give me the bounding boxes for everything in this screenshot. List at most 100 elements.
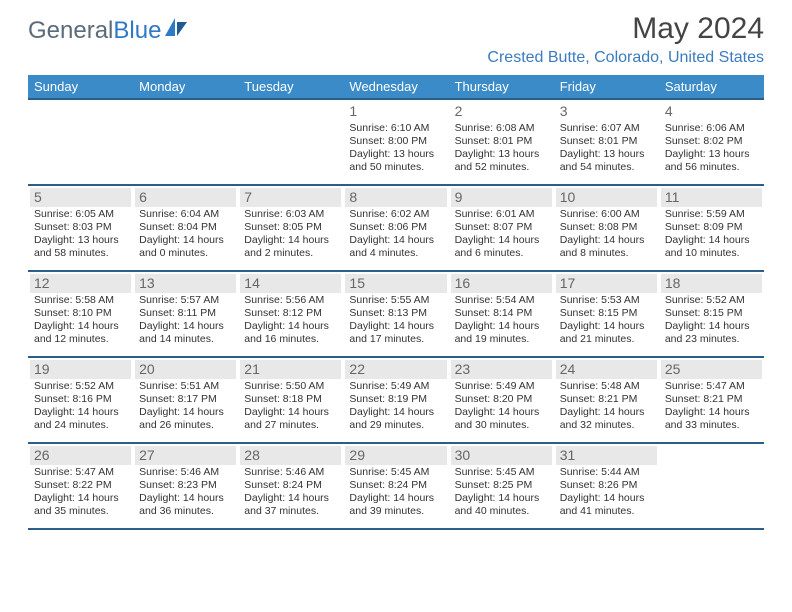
day-number: 12 <box>30 274 131 293</box>
day-number: 16 <box>451 274 552 293</box>
day-number: 6 <box>135 188 236 207</box>
day-info: Sunrise: 5:53 AMSunset: 8:15 PMDaylight:… <box>556 293 657 347</box>
location-text: Crested Butte, Colorado, United States <box>487 49 764 67</box>
weekday-header: Thursday <box>449 75 554 99</box>
calendar-week-row: 12Sunrise: 5:58 AMSunset: 8:10 PMDayligh… <box>28 271 764 357</box>
brand-text-blue: Blue <box>113 17 161 45</box>
day-info: Sunrise: 5:44 AMSunset: 8:26 PMDaylight:… <box>556 465 657 519</box>
day-number: 21 <box>240 360 341 379</box>
weekday-header: Wednesday <box>343 75 448 99</box>
calendar-day-cell: 7Sunrise: 6:03 AMSunset: 8:05 PMDaylight… <box>238 185 343 271</box>
day-info: Sunrise: 5:50 AMSunset: 8:18 PMDaylight:… <box>240 379 341 433</box>
day-number: 18 <box>661 274 762 293</box>
calendar-day-cell: 18Sunrise: 5:52 AMSunset: 8:15 PMDayligh… <box>659 271 764 357</box>
day-info: Sunrise: 5:54 AMSunset: 8:14 PMDaylight:… <box>451 293 552 347</box>
day-info: Sunrise: 5:47 AMSunset: 8:21 PMDaylight:… <box>661 379 762 433</box>
weekday-header: Saturday <box>659 75 764 99</box>
calendar-day-cell: 21Sunrise: 5:50 AMSunset: 8:18 PMDayligh… <box>238 357 343 443</box>
day-info: Sunrise: 5:46 AMSunset: 8:24 PMDaylight:… <box>240 465 341 519</box>
day-number: 30 <box>451 446 552 465</box>
day-info: Sunrise: 6:00 AMSunset: 8:08 PMDaylight:… <box>556 207 657 261</box>
day-number: 15 <box>345 274 446 293</box>
calendar-day-cell: 24Sunrise: 5:48 AMSunset: 8:21 PMDayligh… <box>554 357 659 443</box>
day-number: 8 <box>345 188 446 207</box>
calendar-page: GeneralBlue May 2024 Crested Butte, Colo… <box>0 0 792 550</box>
calendar-day-cell: 8Sunrise: 6:02 AMSunset: 8:06 PMDaylight… <box>343 185 448 271</box>
day-number: 14 <box>240 274 341 293</box>
day-info: Sunrise: 6:07 AMSunset: 8:01 PMDaylight:… <box>556 121 657 175</box>
day-info: Sunrise: 5:45 AMSunset: 8:24 PMDaylight:… <box>345 465 446 519</box>
day-info: Sunrise: 5:56 AMSunset: 8:12 PMDaylight:… <box>240 293 341 347</box>
day-number: 31 <box>556 446 657 465</box>
calendar-day-cell: 20Sunrise: 5:51 AMSunset: 8:17 PMDayligh… <box>133 357 238 443</box>
calendar-day-cell: 10Sunrise: 6:00 AMSunset: 8:08 PMDayligh… <box>554 185 659 271</box>
day-info: Sunrise: 6:08 AMSunset: 8:01 PMDaylight:… <box>451 121 552 175</box>
day-number: 28 <box>240 446 341 465</box>
day-number: 19 <box>30 360 131 379</box>
day-info: Sunrise: 5:59 AMSunset: 8:09 PMDaylight:… <box>661 207 762 261</box>
day-info: Sunrise: 5:49 AMSunset: 8:19 PMDaylight:… <box>345 379 446 433</box>
day-info: Sunrise: 5:49 AMSunset: 8:20 PMDaylight:… <box>451 379 552 433</box>
calendar-day-cell: 15Sunrise: 5:55 AMSunset: 8:13 PMDayligh… <box>343 271 448 357</box>
day-number: 7 <box>240 188 341 207</box>
sail-icon <box>163 16 189 45</box>
day-info: Sunrise: 5:52 AMSunset: 8:15 PMDaylight:… <box>661 293 762 347</box>
day-info: Sunrise: 5:48 AMSunset: 8:21 PMDaylight:… <box>556 379 657 433</box>
calendar-head: SundayMondayTuesdayWednesdayThursdayFrid… <box>28 75 764 99</box>
day-info: Sunrise: 5:52 AMSunset: 8:16 PMDaylight:… <box>30 379 131 433</box>
calendar-week-row: 1Sunrise: 6:10 AMSunset: 8:00 PMDaylight… <box>28 99 764 185</box>
calendar-day-cell: 6Sunrise: 6:04 AMSunset: 8:04 PMDaylight… <box>133 185 238 271</box>
calendar-day-cell: 16Sunrise: 5:54 AMSunset: 8:14 PMDayligh… <box>449 271 554 357</box>
calendar-week-row: 19Sunrise: 5:52 AMSunset: 8:16 PMDayligh… <box>28 357 764 443</box>
month-title: May 2024 <box>487 12 764 45</box>
day-info: Sunrise: 5:45 AMSunset: 8:25 PMDaylight:… <box>451 465 552 519</box>
calendar-day-cell: 30Sunrise: 5:45 AMSunset: 8:25 PMDayligh… <box>449 443 554 529</box>
day-info: Sunrise: 6:03 AMSunset: 8:05 PMDaylight:… <box>240 207 341 261</box>
day-info: Sunrise: 6:01 AMSunset: 8:07 PMDaylight:… <box>451 207 552 261</box>
day-info: Sunrise: 5:58 AMSunset: 8:10 PMDaylight:… <box>30 293 131 347</box>
calendar-day-cell: 1Sunrise: 6:10 AMSunset: 8:00 PMDaylight… <box>343 99 448 185</box>
calendar-day-cell: 4Sunrise: 6:06 AMSunset: 8:02 PMDaylight… <box>659 99 764 185</box>
title-block: May 2024 Crested Butte, Colorado, United… <box>487 12 764 67</box>
day-info: Sunrise: 6:10 AMSunset: 8:00 PMDaylight:… <box>345 121 446 175</box>
calendar-day-cell: 11Sunrise: 5:59 AMSunset: 8:09 PMDayligh… <box>659 185 764 271</box>
day-info: Sunrise: 6:04 AMSunset: 8:04 PMDaylight:… <box>135 207 236 261</box>
weekday-header: Monday <box>133 75 238 99</box>
calendar-day-cell: 19Sunrise: 5:52 AMSunset: 8:16 PMDayligh… <box>28 357 133 443</box>
day-number: 24 <box>556 360 657 379</box>
day-number: 17 <box>556 274 657 293</box>
day-number: 3 <box>556 102 657 121</box>
day-number: 23 <box>451 360 552 379</box>
brand-logo: GeneralBlue <box>28 12 189 45</box>
day-info: Sunrise: 5:57 AMSunset: 8:11 PMDaylight:… <box>135 293 236 347</box>
calendar-day-cell: 14Sunrise: 5:56 AMSunset: 8:12 PMDayligh… <box>238 271 343 357</box>
day-number: 25 <box>661 360 762 379</box>
day-number: 13 <box>135 274 236 293</box>
day-info: Sunrise: 5:55 AMSunset: 8:13 PMDaylight:… <box>345 293 446 347</box>
weekday-header: Sunday <box>28 75 133 99</box>
day-number: 2 <box>451 102 552 121</box>
brand-text-gray: General <box>28 17 113 45</box>
day-number: 29 <box>345 446 446 465</box>
calendar-day-cell: 13Sunrise: 5:57 AMSunset: 8:11 PMDayligh… <box>133 271 238 357</box>
calendar-day-cell: 9Sunrise: 6:01 AMSunset: 8:07 PMDaylight… <box>449 185 554 271</box>
day-number: 4 <box>661 102 762 121</box>
calendar-day-cell: 22Sunrise: 5:49 AMSunset: 8:19 PMDayligh… <box>343 357 448 443</box>
calendar-day-cell: 31Sunrise: 5:44 AMSunset: 8:26 PMDayligh… <box>554 443 659 529</box>
day-number: 9 <box>451 188 552 207</box>
day-number: 26 <box>30 446 131 465</box>
day-number: 22 <box>345 360 446 379</box>
calendar-day-cell: 3Sunrise: 6:07 AMSunset: 8:01 PMDaylight… <box>554 99 659 185</box>
calendar-week-row: 5Sunrise: 6:05 AMSunset: 8:03 PMDaylight… <box>28 185 764 271</box>
day-info: Sunrise: 6:02 AMSunset: 8:06 PMDaylight:… <box>345 207 446 261</box>
day-number: 27 <box>135 446 236 465</box>
day-info: Sunrise: 6:05 AMSunset: 8:03 PMDaylight:… <box>30 207 131 261</box>
calendar-day-cell: 23Sunrise: 5:49 AMSunset: 8:20 PMDayligh… <box>449 357 554 443</box>
calendar-day-cell: 25Sunrise: 5:47 AMSunset: 8:21 PMDayligh… <box>659 357 764 443</box>
calendar-table: SundayMondayTuesdayWednesdayThursdayFrid… <box>28 75 764 530</box>
calendar-day-cell: 26Sunrise: 5:47 AMSunset: 8:22 PMDayligh… <box>28 443 133 529</box>
calendar-day-cell: 2Sunrise: 6:08 AMSunset: 8:01 PMDaylight… <box>449 99 554 185</box>
calendar-day-cell: 12Sunrise: 5:58 AMSunset: 8:10 PMDayligh… <box>28 271 133 357</box>
calendar-day-cell: 29Sunrise: 5:45 AMSunset: 8:24 PMDayligh… <box>343 443 448 529</box>
calendar-body: 1Sunrise: 6:10 AMSunset: 8:00 PMDaylight… <box>28 99 764 529</box>
